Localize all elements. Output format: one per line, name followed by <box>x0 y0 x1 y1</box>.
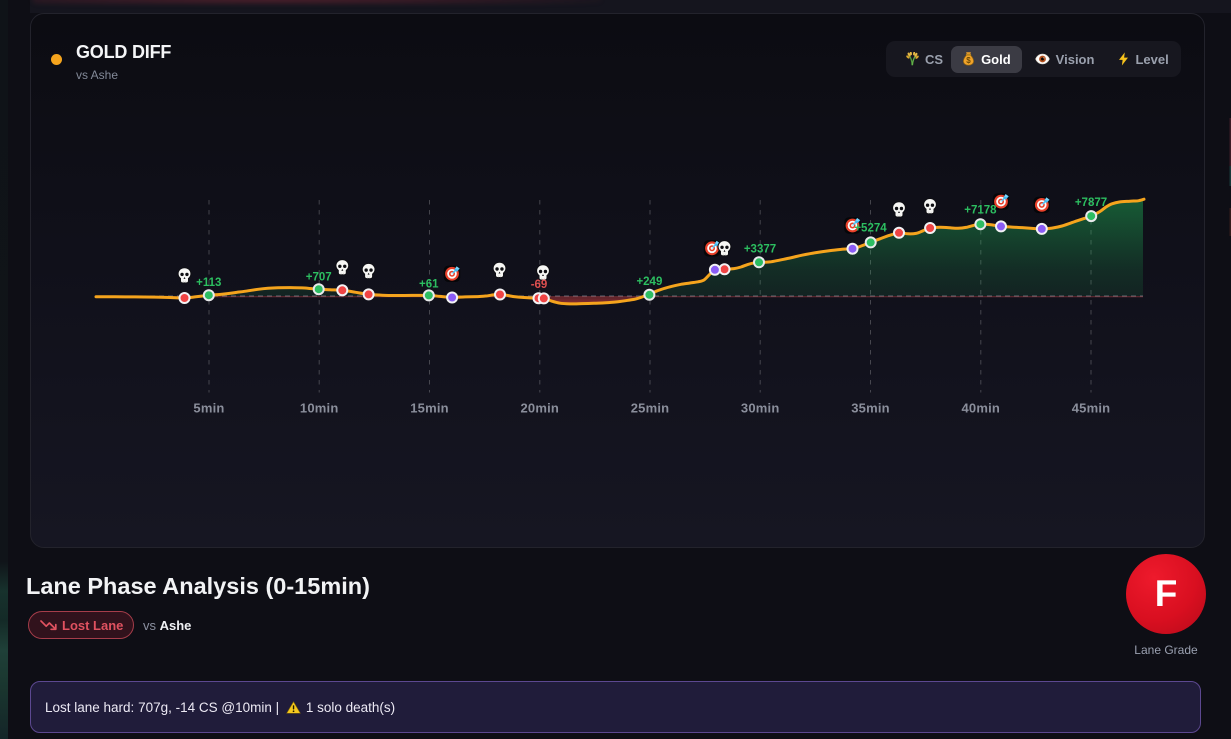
svg-text:25min: 25min <box>631 401 670 416</box>
svg-text:$: $ <box>966 56 971 65</box>
svg-text:+5274: +5274 <box>854 223 887 235</box>
svg-text:+61: +61 <box>419 279 439 291</box>
svg-text:+7877: +7877 <box>1075 197 1107 209</box>
svg-text:+3377: +3377 <box>744 244 776 256</box>
svg-text:+7178: +7178 <box>964 205 997 217</box>
svg-text:40min: 40min <box>962 401 1001 416</box>
svg-text:+707: +707 <box>306 272 332 284</box>
svg-text:-69: -69 <box>531 279 548 291</box>
svg-text:10min: 10min <box>300 401 339 416</box>
svg-text:45min: 45min <box>1072 401 1111 416</box>
svg-text:15min: 15min <box>410 401 449 416</box>
svg-text:20min: 20min <box>521 401 560 416</box>
svg-text:35min: 35min <box>851 401 890 416</box>
svg-text:5min: 5min <box>193 401 224 416</box>
svg-text:30min: 30min <box>741 401 780 416</box>
svg-text:+113: +113 <box>196 277 221 289</box>
svg-text:+249: +249 <box>636 276 662 288</box>
